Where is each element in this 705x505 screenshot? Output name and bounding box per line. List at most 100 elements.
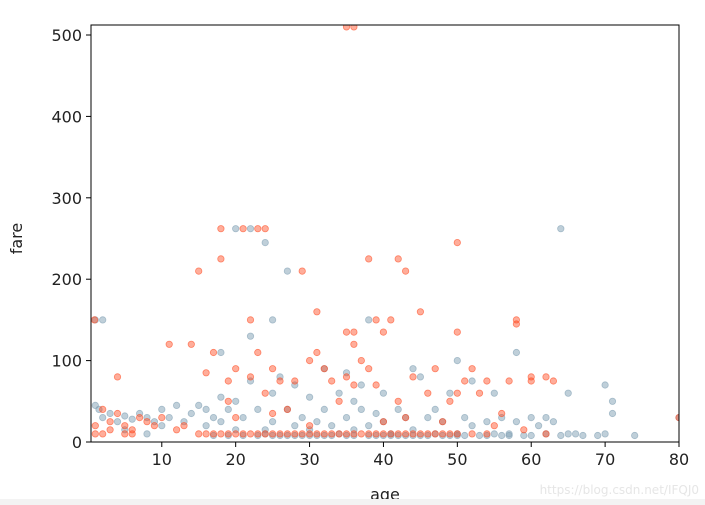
- data-point: [453, 239, 461, 247]
- data-point: [631, 431, 639, 440]
- data-point: [209, 430, 218, 438]
- data-point: [298, 413, 306, 422]
- data-point: [342, 328, 351, 336]
- data-point: [357, 356, 365, 365]
- data-point: [475, 431, 484, 440]
- x-tick-label: 20: [225, 450, 245, 469]
- data-point: [113, 409, 122, 418]
- data-point: [128, 430, 136, 438]
- data-point: [453, 356, 461, 365]
- data-point: [446, 389, 454, 397]
- data-point: [365, 430, 373, 438]
- data-point: [350, 430, 358, 438]
- watermark: https://blog.csdn.net/IFQJ0: [539, 483, 699, 497]
- data-point: [571, 430, 580, 438]
- data-point: [438, 430, 447, 438]
- data-point: [394, 405, 402, 413]
- data-point: [498, 409, 506, 418]
- x-tick-label: 80: [669, 450, 689, 469]
- data-point: [372, 409, 380, 418]
- data-point: [246, 373, 255, 381]
- data-point: [268, 418, 277, 426]
- data-point: [276, 377, 284, 385]
- data-point: [217, 225, 225, 233]
- y-tick-label: 0: [72, 433, 82, 452]
- data-point: [564, 389, 572, 397]
- data-point: [217, 255, 225, 263]
- data-point: [106, 409, 114, 418]
- data-point: [579, 431, 587, 440]
- data-point: [268, 409, 277, 418]
- data-point: [557, 431, 565, 440]
- data-point: [320, 405, 328, 413]
- data-point: [246, 332, 255, 340]
- y-tick-label: 500: [51, 26, 82, 45]
- data-point: [365, 255, 373, 263]
- data-point: [202, 430, 210, 438]
- data-point: [254, 225, 262, 233]
- data-point: [268, 365, 277, 373]
- data-point: [505, 377, 513, 385]
- data-point: [379, 430, 387, 438]
- data-point: [527, 413, 535, 422]
- data-point: [483, 430, 491, 438]
- data-point: [239, 225, 247, 233]
- data-point: [313, 308, 321, 316]
- data-point: [534, 422, 543, 430]
- data-point: [520, 431, 528, 440]
- data-point: [350, 381, 358, 389]
- data-point: [335, 389, 343, 397]
- data-point: [209, 413, 218, 422]
- data-point: [594, 431, 602, 440]
- x-tick-label: 30: [299, 450, 319, 469]
- data-point: [173, 401, 181, 409]
- data-point: [608, 397, 617, 405]
- data-point: [113, 418, 122, 426]
- data-point: [453, 328, 461, 336]
- data-point: [468, 365, 476, 373]
- data-point: [283, 430, 291, 438]
- data-point: [136, 413, 144, 422]
- data-point: [283, 405, 291, 413]
- data-point: [106, 418, 114, 426]
- data-point: [232, 413, 240, 422]
- x-tick-label: 40: [373, 450, 393, 469]
- data-point: [232, 397, 240, 405]
- data-point: [91, 422, 99, 430]
- data-point: [401, 267, 410, 275]
- data-point: [305, 393, 314, 401]
- data-point: [217, 348, 225, 357]
- data-point: [365, 365, 373, 373]
- data-point: [542, 413, 550, 422]
- y-axis-label: fare: [7, 223, 26, 255]
- data-point: [158, 413, 166, 422]
- data-point: [394, 397, 402, 405]
- data-point: [461, 431, 469, 440]
- x-tick-label: 60: [521, 450, 541, 469]
- data-point: [379, 389, 387, 397]
- data-point: [268, 389, 277, 397]
- y-tick-label: 100: [51, 352, 82, 371]
- data-point: [461, 413, 469, 422]
- bottom-strip: [0, 499, 705, 505]
- data-point: [483, 377, 491, 385]
- data-point: [372, 381, 380, 389]
- data-point: [490, 422, 498, 430]
- data-point: [328, 422, 336, 430]
- data-point: [224, 405, 232, 413]
- data-point: [254, 348, 262, 357]
- data-point: [106, 426, 114, 434]
- data-point: [350, 25, 358, 31]
- data-point: [313, 348, 321, 357]
- data-point: [431, 365, 439, 373]
- data-point: [254, 430, 262, 438]
- data-point: [490, 389, 498, 397]
- data-point: [99, 430, 107, 438]
- data-point: [150, 422, 158, 430]
- data-point: [387, 316, 395, 324]
- data-point: [438, 418, 447, 426]
- y-tick-label: 300: [51, 189, 82, 208]
- x-tick-label: 70: [595, 450, 615, 469]
- data-point: [542, 430, 550, 438]
- data-point: [99, 316, 107, 324]
